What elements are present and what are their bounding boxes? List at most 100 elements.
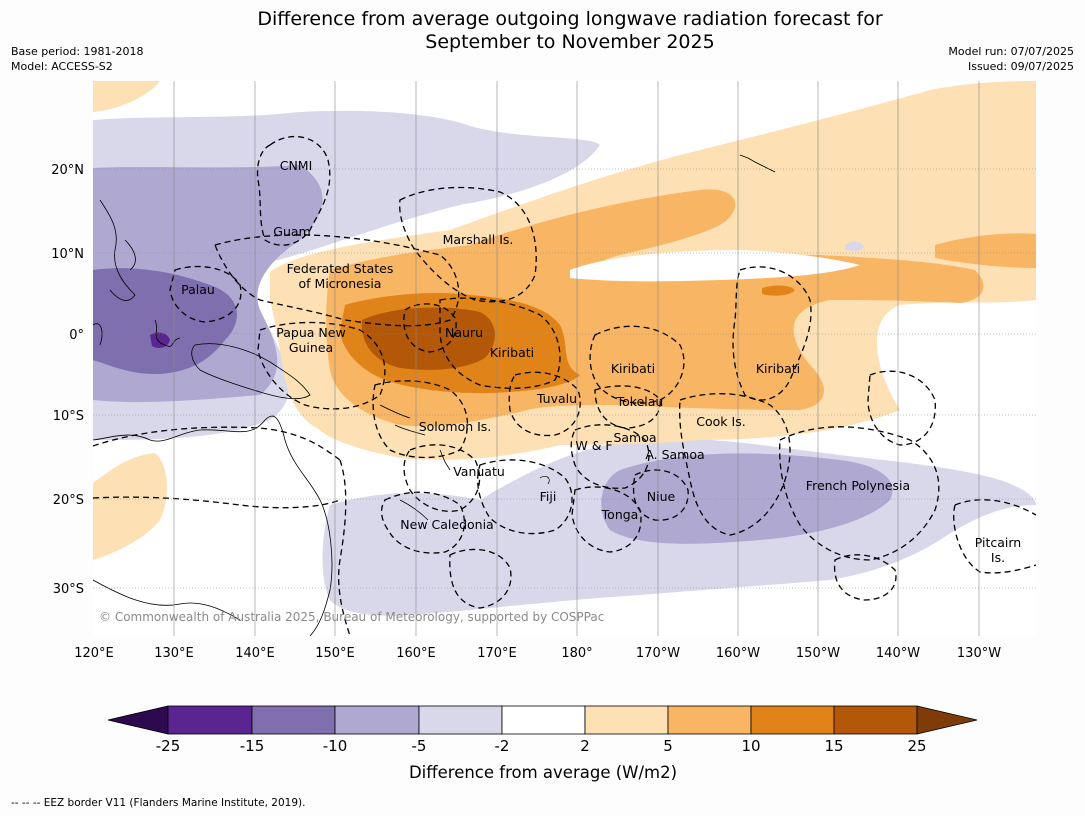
label-cnmi: CNMI — [280, 158, 313, 173]
label-french-polynesia: French Polynesia — [806, 478, 910, 493]
eez-australia-east — [93, 426, 351, 636]
label-tonga: Tonga — [601, 507, 639, 522]
eez-new-caledonia — [380, 491, 465, 554]
lat-label-20n: 20°N — [51, 163, 84, 178]
colorbar-ticks: -25 -15 -10 -5 -2 2 5 10 15 25 — [156, 737, 927, 755]
label-kiribati-2: Kiribati — [611, 361, 655, 376]
label-pitcairn-2: Is. — [991, 550, 1005, 565]
label-solomon: Solomon Is. — [419, 419, 492, 434]
label-fsm-2: of Micronesia — [299, 276, 382, 291]
label-vanuatu: Vanuatu — [453, 464, 505, 479]
contour-pos-15 — [361, 307, 495, 370]
colorbar-tick-2: -15 — [240, 737, 265, 755]
model-run: Model run: 07/07/2025 — [948, 45, 1074, 58]
label-nauru: Nauru — [445, 325, 483, 340]
contour-pos-10-east — [762, 285, 795, 296]
eez-marshall — [399, 186, 537, 303]
colorbar-segment-6 — [584, 705, 669, 735]
eez-tokelau — [594, 385, 661, 429]
contour-neg-5-south — [601, 453, 893, 544]
colorbar-tick-8: 10 — [741, 737, 760, 755]
lon-label-160w: 160°W — [716, 646, 760, 661]
lat-label-0: 0° — [69, 328, 84, 343]
label-samoa: Samoa — [613, 430, 656, 445]
eez-cnmi-guam — [256, 135, 331, 246]
lon-label-130e: 130°E — [154, 646, 194, 661]
lat-label-30s: 30°S — [53, 582, 84, 597]
map-title: Difference from average outgoing longwav… — [0, 8, 1085, 54]
contour-pos-2-nw — [93, 81, 160, 112]
eez-fsm — [214, 234, 460, 327]
contour-pos-5-east — [935, 233, 1036, 268]
colorbar-tick-1: -25 — [156, 737, 181, 755]
lon-label-180: 180° — [561, 646, 592, 661]
eez-kiribati-phoenix — [589, 325, 685, 404]
colorbar-tick-10: 25 — [907, 737, 926, 755]
colorbar: -25 -15 -10 -5 -2 2 5 10 15 25 Differenc… — [107, 705, 978, 782]
lon-label-150e: 150°E — [315, 646, 355, 661]
lon-label-150w: 150°W — [796, 646, 840, 661]
coast-vanuatu — [439, 449, 451, 471]
label-niue: Niue — [647, 489, 676, 504]
label-cook: Cook Is. — [696, 414, 745, 429]
label-tokelau: Tokelau — [616, 394, 664, 409]
contour-neg-10 — [93, 268, 237, 375]
colorbar-title: Difference from average (W/m2) — [409, 763, 677, 782]
colorbar-segment-9 — [833, 705, 918, 735]
title-line-1: Difference from average outgoing longwav… — [257, 8, 883, 30]
copyright-notice: © Commonwealth of Australia 2025, Bureau… — [99, 610, 604, 624]
coast-hawaii — [739, 154, 776, 173]
eez-fiji — [477, 459, 573, 535]
colorbar-tick-4: -5 — [412, 737, 427, 755]
contour-neg-15 — [150, 332, 170, 348]
lon-lines — [173, 81, 980, 636]
eez-footnote: -- -- -- EEZ border V11 (Flanders Marine… — [11, 797, 306, 809]
lat-label-10n: 10°N — [51, 247, 84, 262]
label-png-1: Papua New — [276, 325, 345, 340]
colorbar-segment-7 — [667, 705, 752, 735]
eez-pitcairn — [953, 499, 1036, 574]
eez-fp-east — [867, 370, 936, 446]
graticule — [93, 81, 1036, 636]
eez-kiribati-gilbert — [439, 297, 561, 389]
label-tuvalu: Tuvalu — [536, 391, 577, 406]
coast-fiji — [539, 476, 550, 485]
lon-label-170w: 170°W — [636, 646, 680, 661]
contour-neutral-tongue — [570, 250, 860, 282]
lat-label-20s: 20°S — [53, 493, 84, 508]
eez-tonga — [571, 486, 642, 553]
label-wf: W & F — [575, 438, 612, 453]
eez-fp-south — [833, 554, 897, 601]
eez-cook — [679, 393, 791, 536]
lon-label-160e: 160°E — [396, 646, 436, 661]
coast-new-caledonia — [399, 499, 429, 521]
colorbar-tick-5: -2 — [495, 737, 510, 755]
colorbar-segment-1 — [167, 705, 253, 735]
eez-niue — [632, 469, 689, 521]
label-guam: Guam — [273, 224, 310, 239]
colorbar-segment-3 — [334, 705, 420, 735]
label-marshall: Marshall Is. — [443, 232, 514, 247]
label-pitcairn-1: Pitcairn — [975, 535, 1021, 550]
label-kiribati-3: Kiribati — [756, 361, 800, 376]
eez-tuvalu — [508, 371, 581, 437]
contour-neutral-dot — [845, 241, 864, 252]
lon-label-140e: 140°E — [235, 646, 275, 661]
lon-label-140w: 140°W — [876, 646, 920, 661]
coast-solomon — [379, 404, 426, 436]
meta-left: Base period: 1981-2018 Model: ACCESS-S2 — [11, 44, 143, 74]
base-period: Base period: 1981-2018 — [11, 45, 144, 58]
label-fsm-1: Federated States — [287, 261, 394, 276]
eez-french-polynesia — [779, 426, 940, 561]
colorbar-tick-9: 15 — [824, 737, 843, 755]
region-labels: CNMI Guam Marshall Is. Federated States … — [181, 158, 1021, 565]
meta-right: Model run: 07/07/2025 Issued: 09/07/2025 — [948, 44, 1074, 74]
colorbar-tick-7: 5 — [663, 737, 673, 755]
label-fiji: Fiji — [540, 489, 557, 504]
label-palau: Palau — [181, 282, 215, 297]
colorbar-tick-6: 2 — [580, 737, 590, 755]
lon-label-170e: 170°E — [477, 646, 517, 661]
label-png-2: Guinea — [289, 340, 333, 355]
title-line-2: September to November 2025 — [425, 31, 715, 53]
